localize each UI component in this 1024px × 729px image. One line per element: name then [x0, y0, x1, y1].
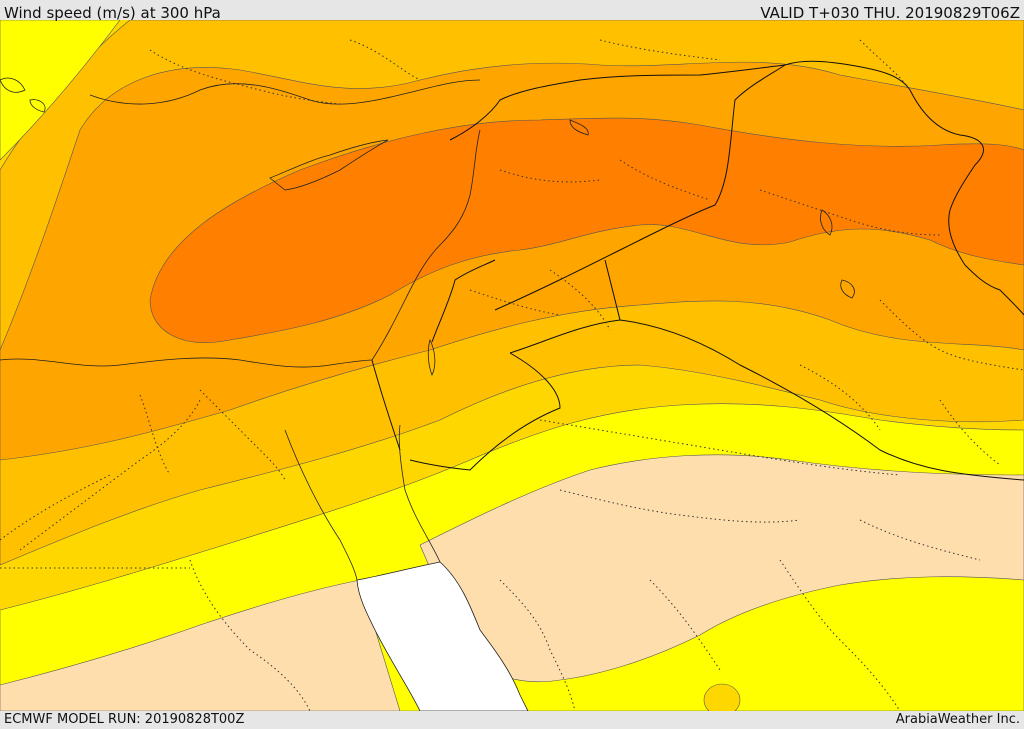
border-jordan-iraq-east	[509, 319, 1024, 481]
coastline-aqaba	[398, 424, 441, 563]
greek-islands	[0, 77, 46, 113]
red-sea	[356, 561, 529, 711]
band-very-light-east	[419, 454, 1024, 683]
border-jordan-west	[431, 259, 496, 343]
admin-borders	[0, 39, 1024, 711]
band-yellow-nw	[0, 20, 121, 161]
band-yellow-orange-spot	[703, 683, 741, 711]
border-syria-iraq	[494, 60, 911, 311]
border-iraq-south	[604, 259, 621, 321]
border-egypt-israel	[371, 359, 401, 451]
coastline-mediterranean	[0, 357, 373, 368]
footer-bar	[0, 711, 1024, 729]
lake-van-region	[569, 119, 589, 136]
wind-speed-map[interactable]	[0, 20, 1024, 711]
coastline-dead-sea	[427, 338, 436, 376]
coastline-cyprus	[269, 139, 389, 191]
border-iraq-iran	[909, 89, 1024, 316]
coastline-levant	[371, 129, 481, 361]
model-run-label: ECMWF MODEL RUN: 20190828T00Z	[4, 712, 245, 727]
coastline-turkey	[89, 79, 481, 105]
credit-label: ArabiaWeather Inc.	[895, 712, 1020, 727]
band-very-light-sw	[0, 579, 401, 711]
header-bar	[0, 0, 1024, 20]
border-turkey-syria	[449, 64, 786, 141]
map-title: Wind speed (m/s) at 300 hPa	[4, 4, 221, 22]
lake-razazza	[840, 279, 855, 299]
border-saudi-jordan-iraq	[409, 352, 561, 471]
band-dark-orange	[149, 117, 1024, 343]
coastline-sinai	[284, 429, 358, 581]
lake-tharthar	[820, 209, 833, 236]
valid-time: VALID T+030 THU. 20190829T06Z	[760, 4, 1020, 22]
